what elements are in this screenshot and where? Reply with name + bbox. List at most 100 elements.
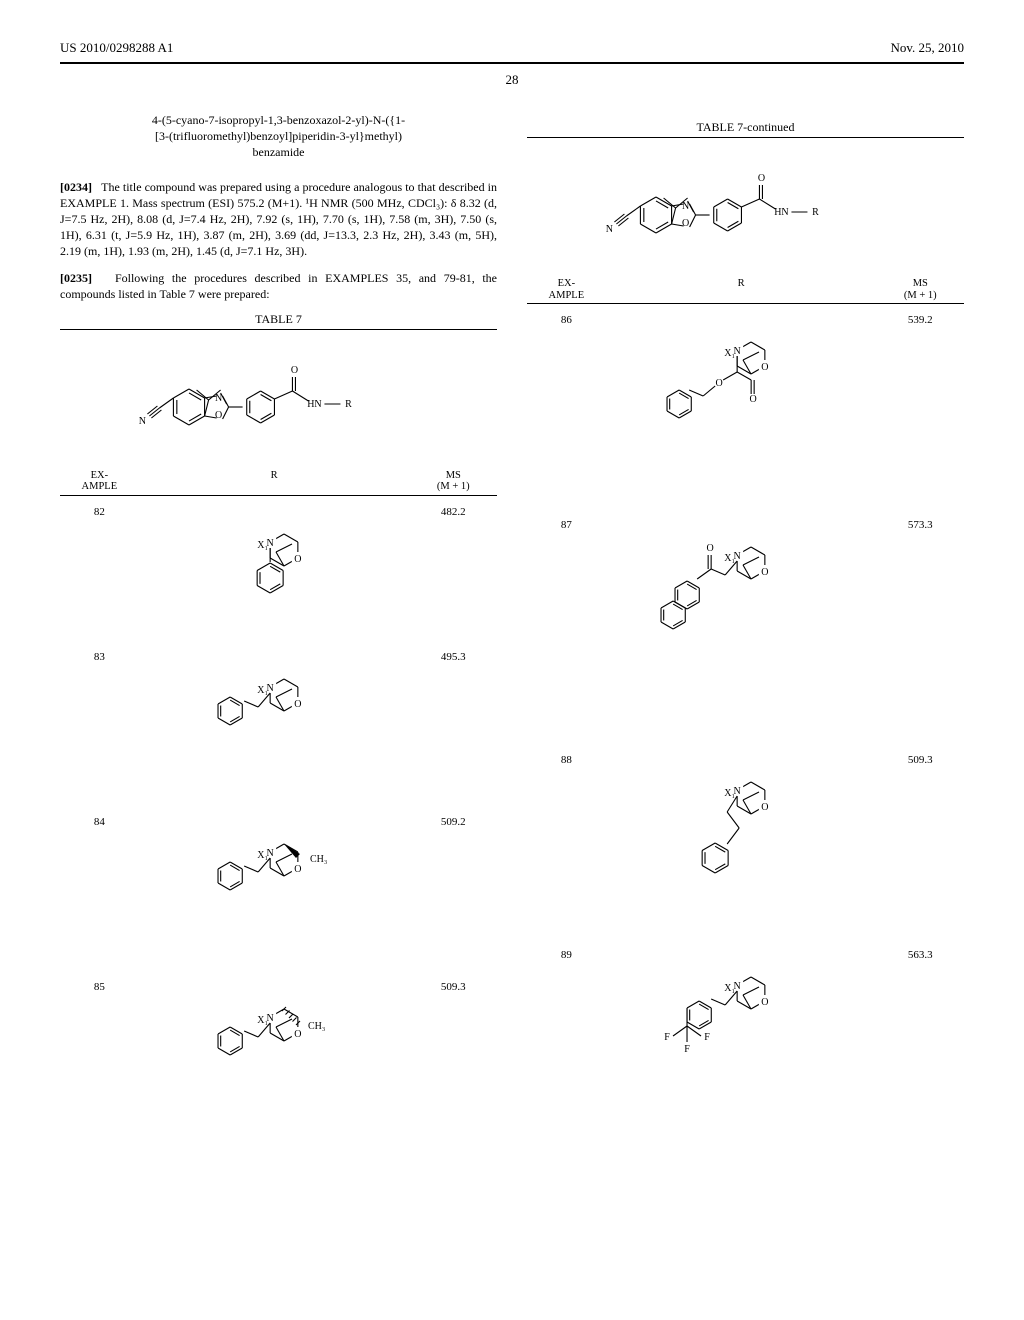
table-body-right: 86ONX₁OO539.287ONX₁O573.388ONX₁509.389ON…	[527, 304, 964, 1174]
svg-text:HN: HN	[774, 207, 788, 218]
compound-name: 4-(5-cyano-7-isopropyl-1,3-benzoxazol-2-…	[60, 112, 497, 161]
table-7-cont-caption: TABLE 7-continued	[527, 120, 964, 135]
td-structure: ONX₁	[606, 752, 877, 935]
svg-text:O: O	[761, 802, 768, 813]
pub-date: Nov. 25, 2010	[890, 40, 964, 56]
svg-text:CH₃: CH₃	[310, 854, 327, 865]
td-ms: 509.3	[410, 979, 497, 993]
svg-text:F: F	[704, 1032, 710, 1043]
td-example: 86	[527, 312, 606, 326]
svg-text:O: O	[761, 567, 768, 578]
header-rule	[60, 62, 964, 64]
paragraph-number: [0234]	[60, 180, 92, 194]
td-structure: ONX₁CH₃	[139, 814, 410, 967]
td-ms: 495.3	[410, 649, 497, 663]
svg-text:O: O	[750, 394, 757, 405]
th-r: R	[139, 470, 410, 493]
svg-text:F: F	[684, 1044, 690, 1055]
compound-name-line: 4-(5-cyano-7-isopropyl-1,3-benzoxazol-2-…	[152, 113, 405, 127]
td-example: 87	[527, 517, 606, 531]
right-column: TABLE 7-continued NONOHNR EX-AMPLE R MS(…	[527, 112, 964, 1174]
td-ms: 509.2	[410, 814, 497, 828]
table-header-row: EX-AMPLE R MS(M + 1)	[527, 276, 964, 304]
table-row: 87ONX₁O573.3	[527, 509, 964, 744]
table-row: 83ONX₁495.3	[60, 641, 497, 806]
paragraph-text: Following the procedures described in EX…	[60, 271, 497, 301]
two-column-layout: 4-(5-cyano-7-isopropyl-1,3-benzoxazol-2-…	[60, 112, 964, 1174]
svg-text:O: O	[707, 543, 714, 554]
td-structure: ONX₁	[139, 504, 410, 637]
td-structure: ONX₁CH₃	[139, 979, 410, 1132]
svg-text:X₁: X₁	[257, 540, 268, 551]
td-ms: 482.2	[410, 504, 497, 518]
scaffold-structure: NONOHNR	[527, 140, 964, 274]
td-example: 89	[527, 947, 606, 961]
scaffold-structure: NONOHNR	[60, 332, 497, 466]
svg-text:N: N	[138, 416, 145, 427]
th-ms: MS(M + 1)	[410, 470, 497, 493]
table-header-row: EX-AMPLE R MS(M + 1)	[60, 468, 497, 496]
svg-text:X₁: X₁	[724, 553, 735, 564]
svg-text:O: O	[681, 218, 688, 229]
td-ms: 563.3	[877, 947, 964, 961]
th-example: EX-AMPLE	[527, 278, 606, 301]
svg-text:O: O	[716, 378, 723, 389]
svg-text:O: O	[214, 410, 221, 421]
paragraph-text: The title compound was prepared using a …	[60, 180, 497, 259]
td-example: 88	[527, 752, 606, 766]
td-ms: 573.3	[877, 517, 964, 531]
svg-text:X₁: X₁	[724, 788, 735, 799]
page-header: US 2010/0298288 A1 Nov. 25, 2010	[60, 40, 964, 56]
td-structure: ONX₁FFF	[606, 947, 877, 1170]
table-rule	[60, 329, 497, 330]
th-r: R	[606, 278, 877, 301]
table-7-caption: TABLE 7	[60, 312, 497, 327]
table-row: 82ONX₁482.2	[60, 496, 497, 641]
paragraph-number: [0235]	[60, 271, 92, 285]
table-row: 89ONX₁FFF563.3	[527, 939, 964, 1174]
svg-text:X₁: X₁	[257, 1015, 268, 1026]
table-row: 86ONX₁OO539.2	[527, 304, 964, 509]
svg-text:X₁: X₁	[257, 850, 268, 861]
table-body-left: 82ONX₁482.283ONX₁495.384ONX₁CH₃509.285ON…	[60, 496, 497, 1136]
svg-text:O: O	[294, 699, 301, 710]
td-ms: 539.2	[877, 312, 964, 326]
svg-text:CH₃: CH₃	[308, 1021, 325, 1032]
svg-text:X₁: X₁	[724, 983, 735, 994]
svg-text:N: N	[605, 224, 612, 235]
left-column: 4-(5-cyano-7-isopropyl-1,3-benzoxazol-2-…	[60, 112, 497, 1174]
page-number: 28	[60, 72, 964, 88]
svg-text:O: O	[761, 997, 768, 1008]
td-structure: ONX₁O	[606, 517, 877, 740]
table-row: 85ONX₁CH₃509.3	[60, 971, 497, 1136]
svg-text:X₁: X₁	[257, 685, 268, 696]
td-structure: ONX₁OO	[606, 312, 877, 505]
td-ms: 509.3	[877, 752, 964, 766]
svg-text:O: O	[757, 173, 764, 184]
pub-number: US 2010/0298288 A1	[60, 40, 173, 56]
svg-text:HN: HN	[307, 399, 321, 410]
table-row: 88ONX₁509.3	[527, 744, 964, 939]
svg-text:R: R	[812, 207, 819, 218]
svg-text:X₁: X₁	[724, 348, 735, 359]
table-rule	[527, 137, 964, 138]
paragraph-0234: [0234] The title compound was prepared u…	[60, 179, 497, 260]
td-example: 83	[60, 649, 139, 663]
th-example: EX-AMPLE	[60, 470, 139, 493]
svg-text:O: O	[761, 362, 768, 373]
svg-text:O: O	[294, 1029, 301, 1040]
table-row: 84ONX₁CH₃509.2	[60, 806, 497, 971]
svg-text:O: O	[294, 554, 301, 565]
svg-text:O: O	[290, 365, 297, 376]
td-example: 82	[60, 504, 139, 518]
compound-name-line: benzamide	[253, 145, 305, 159]
svg-text:R: R	[345, 399, 352, 410]
th-ms: MS(M + 1)	[877, 278, 964, 301]
td-example: 85	[60, 979, 139, 993]
paragraph-0235: [0235] Following the procedures describe…	[60, 270, 497, 302]
svg-text:F: F	[664, 1032, 670, 1043]
td-structure: ONX₁	[139, 649, 410, 802]
svg-text:O: O	[294, 864, 301, 875]
compound-name-line: [3-(trifluoromethyl)benzoyl]piperidin-3-…	[155, 129, 402, 143]
td-example: 84	[60, 814, 139, 828]
